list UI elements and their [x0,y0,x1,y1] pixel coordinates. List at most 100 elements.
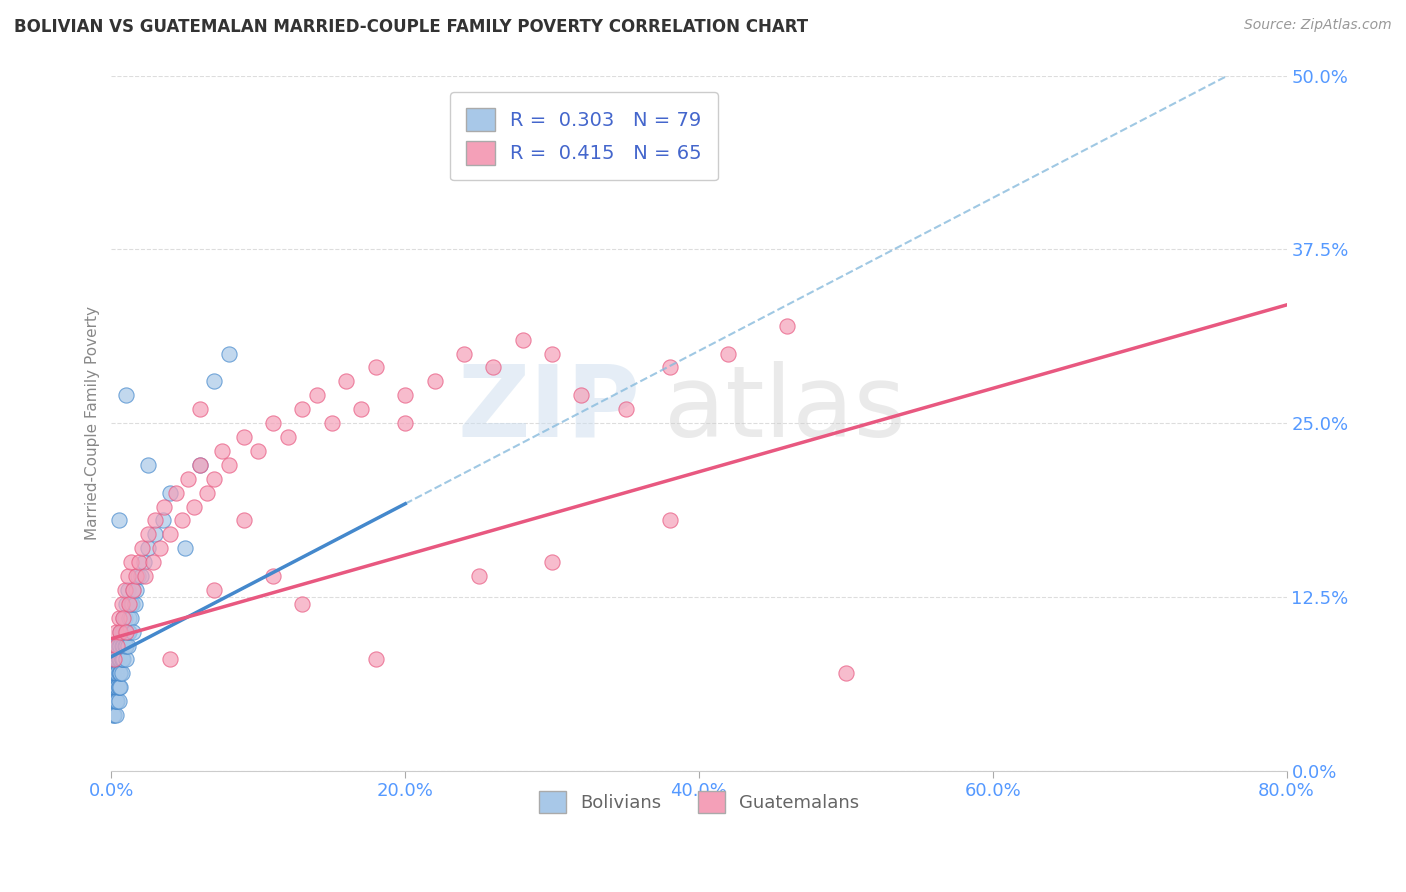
Point [188,458,211,472]
Point [101,694,124,708]
Point [112,639,135,653]
Point [159,527,181,541]
Point [262,569,284,583]
Point [350,402,373,417]
Point [115,639,138,653]
Point [122,624,145,639]
Point [211,444,233,458]
Point [394,416,416,430]
Text: Source: ZipAtlas.com: Source: ZipAtlas.com [1244,18,1392,32]
Point [173,541,195,556]
Point [117,624,139,639]
Point [110,680,132,694]
Point [835,666,858,681]
Point [107,639,129,653]
Point [125,582,148,597]
Text: BOLIVIAN VS GUATEMALAN MARRIED-COUPLE FAMILY POVERTY CORRELATION CHART: BOLIVIAN VS GUATEMALAN MARRIED-COUPLE FA… [14,18,808,36]
Point [111,652,134,666]
Point [105,680,128,694]
Point [159,652,181,666]
Point [127,569,149,583]
Point [124,597,146,611]
Point [188,402,211,417]
Point [107,680,129,694]
Point [107,666,129,681]
Point [101,708,124,723]
Point [104,666,127,681]
Point [141,555,163,569]
Point [118,611,141,625]
Point [202,472,225,486]
Point [118,597,141,611]
Point [104,652,127,666]
Point [104,694,127,708]
Point [112,611,135,625]
Point [107,513,129,527]
Point [112,624,135,639]
Point [776,318,799,333]
Point [104,708,127,723]
Point [101,666,124,681]
Point [117,582,139,597]
Point [110,666,132,681]
Point [105,666,128,681]
Point [103,680,125,694]
Point [364,360,387,375]
Legend: Bolivians, Guatemalans: Bolivians, Guatemalans [529,780,870,824]
Point [120,555,142,569]
Point [115,388,138,402]
Point [125,569,148,583]
Point [128,555,150,569]
Point [104,624,127,639]
Point [103,694,125,708]
Point [107,680,129,694]
Point [110,666,132,681]
Point [104,694,127,708]
Point [107,652,129,666]
Point [170,513,193,527]
Point [120,597,142,611]
Point [103,694,125,708]
Point [364,652,387,666]
Point [183,500,205,514]
Point [115,624,138,639]
Y-axis label: Married-Couple Family Poverty: Married-Couple Family Poverty [86,306,100,541]
Point [291,597,314,611]
Point [104,680,127,694]
Point [101,680,124,694]
Point [111,597,134,611]
Point [104,666,127,681]
Point [394,388,416,402]
Point [152,513,174,527]
Point [541,346,564,360]
Point [112,652,135,666]
Point [117,569,139,583]
Point [110,639,132,653]
Point [467,569,489,583]
Point [188,458,211,472]
Point [145,527,167,541]
Point [129,569,152,583]
Point [105,680,128,694]
Point [131,541,153,556]
Point [111,652,134,666]
Point [232,430,254,444]
Point [111,624,134,639]
Point [105,694,128,708]
Point [114,624,136,639]
Point [717,346,740,360]
Point [107,652,129,666]
Text: ZIP: ZIP [457,360,640,458]
Point [120,611,142,625]
Point [482,360,505,375]
Point [103,652,125,666]
Point [218,458,240,472]
Point [614,402,637,417]
Point [134,569,156,583]
Point [105,652,128,666]
Point [114,611,136,625]
Point [307,388,329,402]
Point [218,346,240,360]
Point [103,666,125,681]
Point [107,694,129,708]
